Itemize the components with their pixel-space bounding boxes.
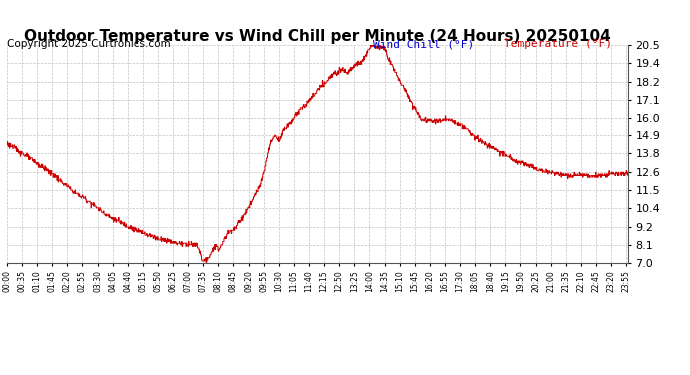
Text: Temperature (°F): Temperature (°F) [504, 39, 612, 50]
Text: Wind Chill (°F): Wind Chill (°F) [373, 39, 474, 50]
Title: Outdoor Temperature vs Wind Chill per Minute (24 Hours) 20250104: Outdoor Temperature vs Wind Chill per Mi… [24, 29, 611, 44]
Text: Copyright 2025 Curtronics.com: Copyright 2025 Curtronics.com [7, 39, 170, 50]
